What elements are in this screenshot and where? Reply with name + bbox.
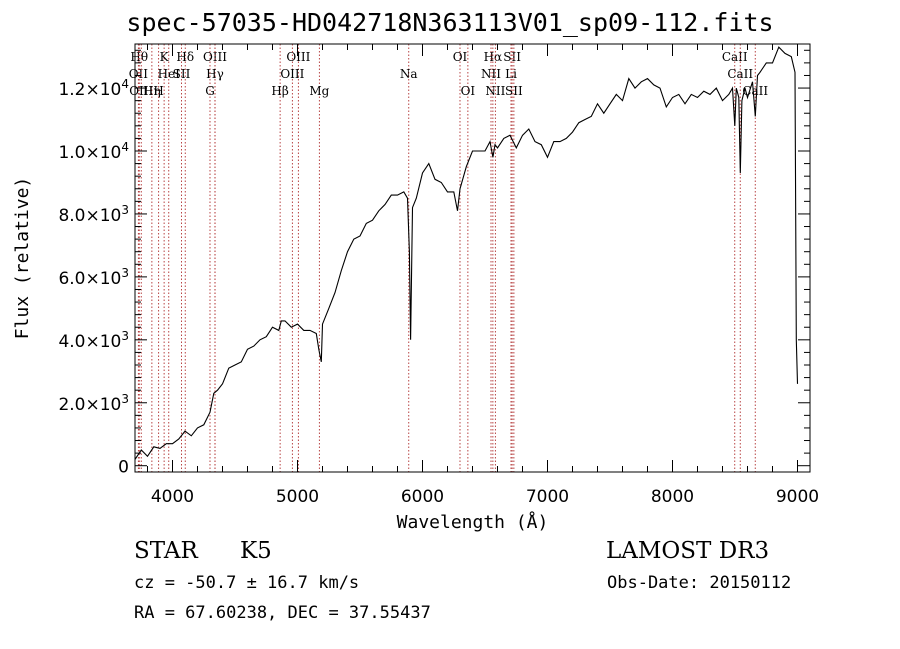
x-tick-label: 8000 bbox=[651, 487, 694, 507]
line-label-bottom: NII bbox=[485, 84, 505, 98]
line-label-top: Hα bbox=[484, 50, 503, 64]
line-label-mid: HeI bbox=[158, 67, 181, 81]
y-tick-label: 0 bbox=[118, 458, 129, 478]
y-axis-label: Flux (relative) bbox=[12, 177, 33, 340]
survey-name: LAMOST DR3 bbox=[606, 538, 770, 564]
line-label-top: CaII bbox=[722, 50, 748, 64]
x-tick-label: 6000 bbox=[401, 487, 444, 507]
line-label-mid: OIII bbox=[280, 67, 304, 81]
line-label-bottom: SII bbox=[505, 84, 523, 98]
line-label-mid: Li bbox=[505, 67, 517, 81]
line-label-bottom: H bbox=[153, 84, 163, 98]
line-label-top: OIII bbox=[286, 50, 310, 64]
line-label-mid: CaII bbox=[727, 67, 753, 81]
x-tick-label: 9000 bbox=[776, 487, 819, 507]
line-label-mid: SII bbox=[173, 67, 191, 81]
y-tick-label: 4.0×103 bbox=[58, 329, 129, 352]
y-tick-label: 1.0×104 bbox=[58, 140, 129, 163]
line-label-top: OI bbox=[453, 50, 468, 64]
line-label-mid: Na bbox=[400, 67, 418, 81]
line-label-mid: NII bbox=[481, 67, 501, 81]
x-tick-label: 7000 bbox=[526, 487, 569, 507]
x-tick-label: 5000 bbox=[276, 487, 319, 507]
y-tick-label: 2.0×103 bbox=[58, 392, 129, 415]
x-tick-label: 4000 bbox=[151, 487, 194, 507]
line-label-bottom: Hη bbox=[143, 84, 161, 98]
ra-dec-coordinates: RA = 67.60238, DEC = 37.55437 bbox=[134, 603, 431, 623]
y-tick-label: 1.2×104 bbox=[58, 77, 129, 100]
line-label-bottom: Mg bbox=[309, 84, 329, 98]
spectrum-series-line bbox=[135, 46, 799, 460]
line-label-bottom: Hβ bbox=[271, 84, 288, 98]
line-label-top: SII bbox=[503, 50, 521, 64]
object-subclass: K5 bbox=[240, 538, 272, 564]
line-label-top: Hδ bbox=[176, 50, 194, 64]
chart-title: spec-57035-HD042718N363113V01_sp09-112.f… bbox=[126, 8, 774, 37]
line-label-top: K bbox=[160, 50, 170, 64]
redshift-velocity: cz = -50.7 ± 16.7 km/s bbox=[134, 573, 360, 593]
plot-frame bbox=[134, 43, 811, 473]
line-label-bottom: G bbox=[205, 84, 215, 98]
x-axis-label: Wavelength (Å) bbox=[397, 511, 549, 533]
line-label-top: Hθ bbox=[130, 50, 148, 64]
observation-date: Obs-Date: 20150112 bbox=[607, 573, 792, 593]
object-class: STAR bbox=[134, 538, 198, 564]
line-label-mid: OII bbox=[129, 67, 149, 81]
line-label-mid: Hγ bbox=[206, 67, 224, 81]
line-label-bottom: OI bbox=[461, 84, 476, 98]
line-label-top: OIII bbox=[203, 50, 227, 64]
y-tick-label: 6.0×103 bbox=[58, 266, 129, 289]
y-tick-label: 8.0×103 bbox=[58, 203, 129, 226]
